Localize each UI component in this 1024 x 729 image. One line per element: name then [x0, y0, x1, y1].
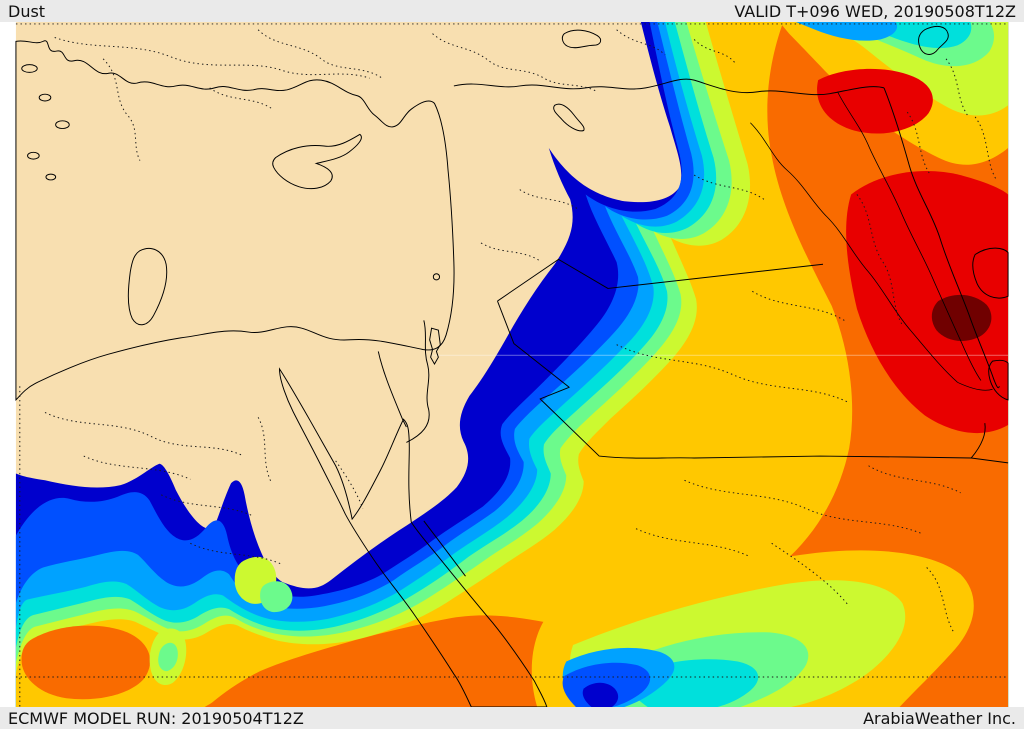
admin-saudi-5 — [926, 567, 955, 633]
sea-of-galilee — [432, 273, 441, 281]
dead-sea — [429, 327, 441, 365]
shatt-al-arab — [957, 382, 993, 391]
border-egypt-israel — [377, 351, 407, 428]
dip-ne-cyan — [825, 22, 972, 49]
red-blob-north — [817, 68, 933, 134]
admin-egypt-3 — [161, 494, 254, 517]
page-title: Dust — [8, 1, 46, 21]
admin-turkey-2 — [102, 58, 141, 161]
admin-saudi-3 — [635, 528, 751, 558]
aegean-island-5 — [45, 173, 57, 181]
red-core-east-iraq — [846, 170, 1009, 434]
admin-iraq-3 — [752, 290, 845, 321]
mint-core-a — [158, 642, 178, 672]
footer-bar: ECMWF MODEL RUN: 20190504T12Z ArabiaWeat… — [0, 707, 1024, 729]
lake-assad — [553, 103, 585, 132]
mint-island-b — [260, 581, 293, 613]
cyprus-island — [272, 133, 362, 190]
admin-sinai — [335, 460, 364, 509]
provider-label: ArabiaWeather Inc. — [863, 708, 1016, 728]
lake-urmia — [918, 25, 949, 55]
model-run-label: ECMWF MODEL RUN: 20190504T12Z — [8, 708, 304, 728]
valid-time-label: VALID T+096 WED, 20190508T12Z — [734, 1, 1016, 21]
border-iraq-iran — [883, 87, 1000, 389]
admin-syria-1 — [480, 242, 540, 261]
lake-turkey-a — [561, 29, 602, 49]
border-nw-saudi — [423, 520, 466, 577]
admin-egypt-1 — [44, 412, 244, 457]
admin-syria-2 — [519, 189, 579, 210]
border-syria-iraq — [497, 258, 824, 302]
orange-blob-southwest — [21, 625, 151, 700]
lake-east-edge — [972, 247, 1009, 299]
aegean-island-2 — [38, 93, 52, 102]
red-sea — [278, 367, 548, 707]
border-jordan-valley — [406, 320, 430, 443]
admin-iran-2 — [945, 58, 968, 116]
border-turkey-south — [453, 78, 885, 96]
island-southwest — [127, 247, 168, 326]
header-bar: Dust VALID T+096 WED, 20190508T12Z — [0, 0, 1024, 22]
dust-contour-map — [15, 22, 1009, 707]
admin-turkey-7 — [693, 39, 736, 64]
dip-ne-sky — [795, 22, 898, 41]
admin-saudi-6 — [868, 465, 961, 494]
admin-egypt-5 — [190, 542, 283, 566]
dust-map — [0, 22, 1024, 707]
contour-level-7 — [15, 22, 1009, 707]
border-jordan-saudi-iraq — [497, 300, 1009, 464]
dip-bottom-royal — [582, 682, 619, 707]
admin-egypt-2 — [83, 455, 191, 480]
admin-turkey-4 — [432, 33, 598, 93]
admin-saudi-1 — [616, 344, 848, 403]
border-kuwait — [970, 423, 986, 459]
euphrates-river — [750, 122, 958, 383]
persian-gulf-tip — [988, 359, 1009, 401]
aegean-island-4 — [27, 151, 40, 160]
admin-iraq-1 — [856, 194, 903, 326]
aegean-island-1 — [21, 64, 38, 73]
mediterranean-sea — [15, 40, 455, 402]
dark-red-maximum — [931, 294, 992, 341]
tigris-river — [837, 91, 982, 381]
aegean-island-3 — [55, 120, 70, 130]
admin-turkey-5 — [616, 29, 666, 56]
admin-turkey-3 — [257, 29, 383, 79]
